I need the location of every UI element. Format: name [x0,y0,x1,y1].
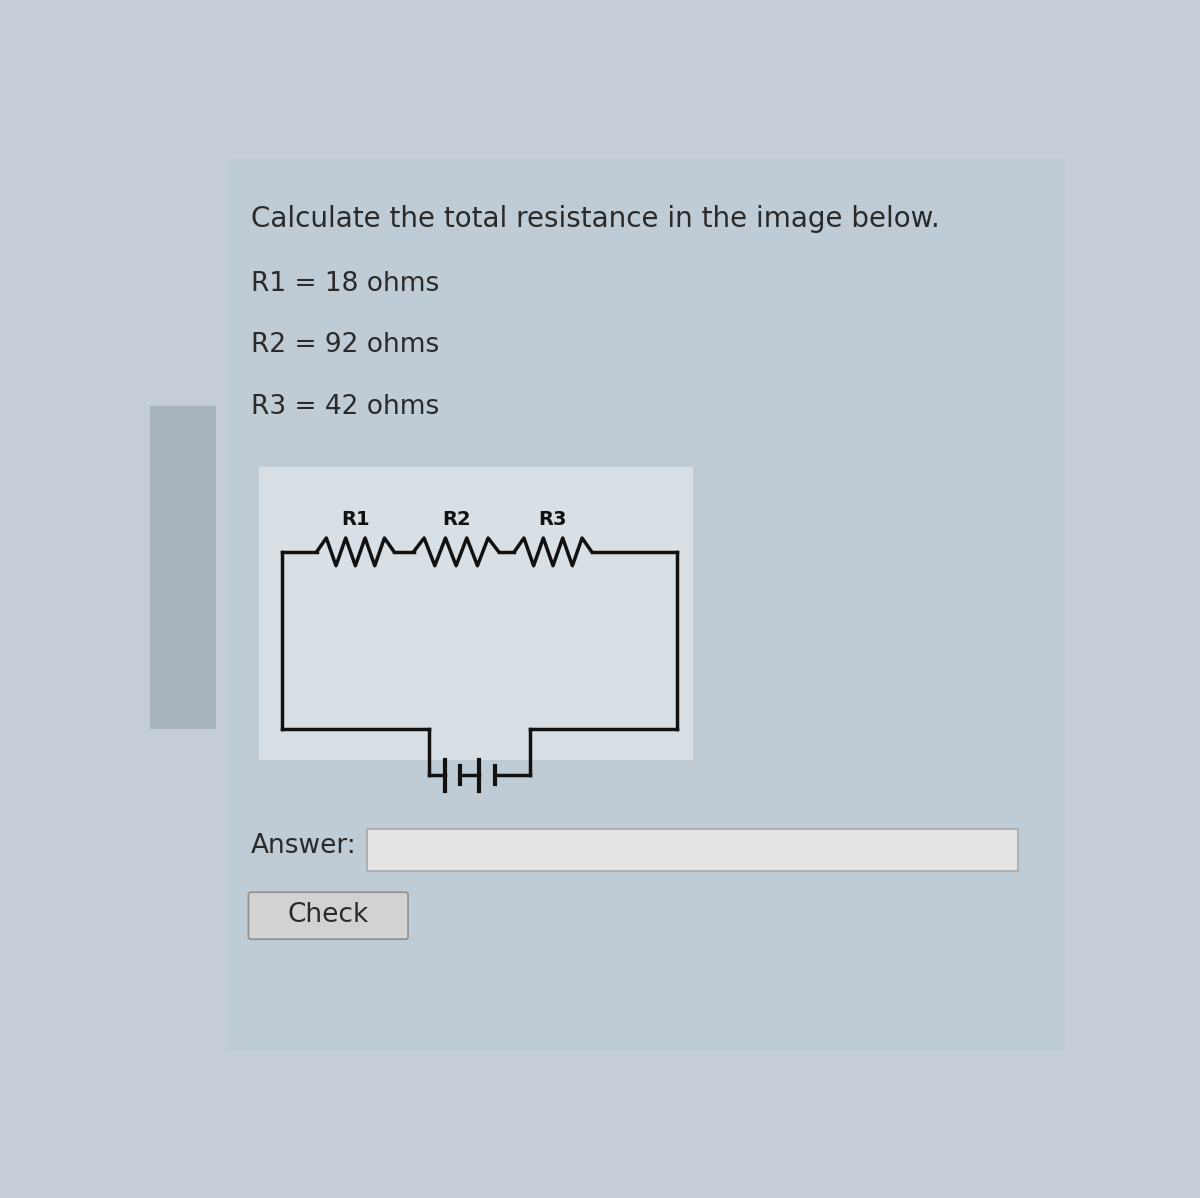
Text: R2 = 92 ohms: R2 = 92 ohms [251,332,439,358]
Text: R3: R3 [539,510,568,528]
Text: R1 = 18 ohms: R1 = 18 ohms [251,271,439,297]
Text: Answer:: Answer: [251,833,356,859]
Text: R2: R2 [442,510,470,528]
Bar [258,467,692,760]
Bar [367,829,1018,871]
Text: R3 = 42 ohms: R3 = 42 ohms [251,394,439,420]
FancyBboxPatch shape [248,893,408,939]
Text: Check: Check [288,902,368,928]
Text: Calculate the total resistance in the image below.: Calculate the total resistance in the im… [251,205,940,234]
Text: R1: R1 [341,510,370,528]
Bar [150,406,216,728]
